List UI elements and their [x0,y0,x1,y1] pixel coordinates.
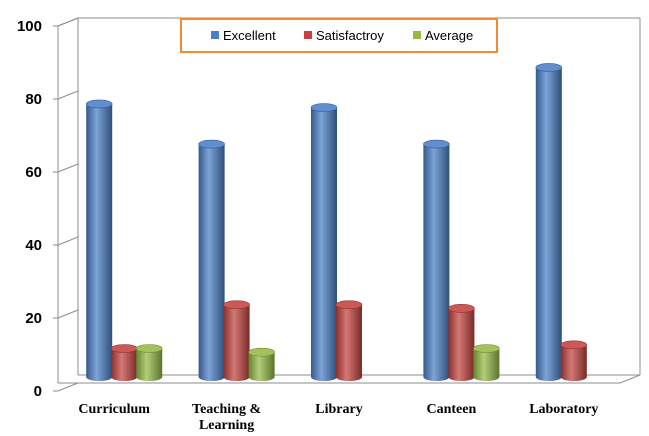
y-tick-diagonal [57,90,79,100]
y-tick-label: 40 [25,237,42,254]
bar-excellent-0 [85,99,113,381]
y-tick-diagonal [57,309,79,319]
bar-satisfactroy-0 [110,344,138,381]
x-tick-label: Canteen [427,402,477,417]
legend-box [180,18,498,53]
y-tick-diagonal [57,17,79,27]
bar-average-1 [248,347,275,381]
x-tick-label: Laboratory [529,402,598,417]
legend: Excellent Satisfactroy Average [180,18,498,53]
legend-label-average: Average [425,28,473,43]
y-tick-diagonal [57,236,79,246]
x-axis: Curriculum Teaching & Learning Library Cante… [78,402,598,433]
y-tick-diagonal [57,163,79,173]
bar-satisfactroy-1 [223,300,250,381]
floor-right-edge [619,374,641,384]
bar-satisfactroy-3 [448,304,475,381]
y-tick-diagonal [57,382,79,392]
bar-average-0 [135,344,163,381]
y-tick-label: 100 [17,18,42,35]
legend-swatch-satisfactroy [304,31,312,39]
bar-average-3 [473,344,500,381]
bar-satisfactroy-4 [560,340,588,381]
legend-label-satisfactroy: Satisfactroy [316,28,384,43]
chart-frame [53,17,641,392]
bar-excellent-1 [198,139,225,381]
legend-swatch-average [413,31,421,39]
bar-excellent-4 [535,63,563,381]
bar-excellent-2 [310,103,338,381]
bar-satisfactroy-2 [335,300,363,381]
x-tick-label: Teaching & Learning [192,402,261,433]
legend-swatch-excellent [211,31,219,39]
y-tick-label: 20 [25,310,42,327]
bar-excellent-3 [423,139,450,381]
x-tick-label: Curriculum [78,402,150,417]
y-tick-label: 80 [25,91,42,108]
y-axis: 0 20 40 60 80 100 [17,18,42,400]
x-tick-label: Library [315,402,362,417]
legend-label-excellent: Excellent [223,28,276,43]
y-tick-label: 0 [34,383,42,400]
bars [85,63,588,381]
y-tick-label: 60 [25,164,42,181]
